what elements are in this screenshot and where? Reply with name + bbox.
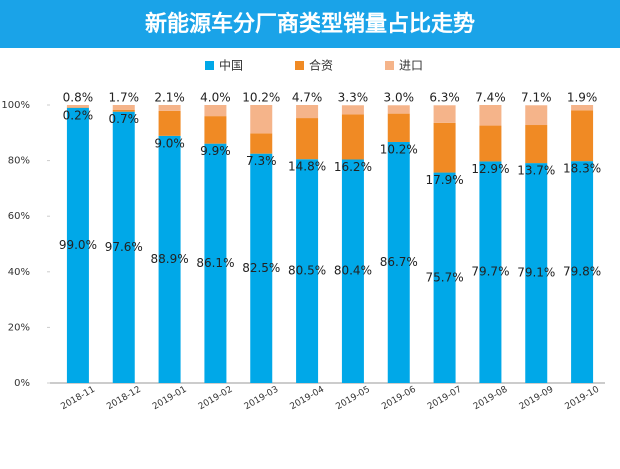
bar-segment [571, 105, 594, 111]
value-label: 6.3% [429, 91, 460, 105]
bar-segment [66, 105, 89, 108]
y-tick-label: 40% [8, 267, 30, 278]
bar-segment [112, 105, 135, 110]
y-tick-label: 20% [8, 322, 30, 333]
bar-segment [387, 113, 410, 142]
bar-segment [433, 172, 456, 383]
value-label: 97.6% [105, 240, 143, 254]
bar-segment [158, 110, 181, 136]
value-label: 16.2% [334, 160, 372, 174]
value-label: 86.1% [196, 256, 234, 270]
bar-segment [387, 141, 410, 383]
legend-swatch [205, 61, 214, 70]
value-label: 9.0% [154, 136, 185, 150]
bar-segment [296, 118, 319, 160]
x-tick-label: 2019-01 [151, 385, 189, 412]
bar-segment [158, 105, 181, 111]
legend-label: 合资 [309, 58, 333, 73]
value-label: 4.0% [200, 91, 231, 105]
x-tick-label: 2019-04 [289, 385, 327, 413]
bar-segment [525, 105, 548, 126]
bar-segment [204, 116, 227, 144]
value-label: 7.4% [475, 91, 506, 105]
bar-segment [479, 105, 502, 126]
value-label: 80.4% [334, 264, 372, 278]
bar-segment [479, 161, 502, 383]
x-tick-label: 2019-03 [243, 385, 281, 412]
title-banner [0, 0, 620, 48]
value-label: 0.2% [63, 108, 94, 122]
value-label: 7.1% [521, 91, 552, 105]
bar-segment [479, 125, 502, 162]
value-label: 80.5% [288, 264, 326, 278]
x-tick-label: 2019-02 [197, 385, 235, 412]
value-label: 7.3% [246, 154, 277, 168]
chart-title: 新能源车分厂商类型销量占比走势 [145, 11, 475, 37]
bar-segment [66, 107, 89, 383]
legend-label: 进口 [399, 59, 423, 73]
bar-segment [525, 163, 548, 383]
value-label: 88.9% [151, 252, 189, 266]
bar-segment [341, 159, 364, 383]
x-tick-label: 2018-12 [105, 385, 143, 412]
bar-segment [112, 111, 135, 383]
value-label: 12.9% [471, 162, 509, 176]
value-label: 79.7% [471, 265, 509, 279]
bar-segment [571, 110, 594, 162]
bar-segment [158, 135, 181, 383]
bar-segment [341, 114, 364, 160]
value-label: 10.2% [380, 142, 418, 156]
bar-segment [250, 105, 273, 134]
value-label: 99.0% [59, 238, 97, 252]
value-label: 18.3% [563, 162, 601, 176]
value-label: 3.0% [384, 91, 415, 105]
y-tick-label: 0% [14, 378, 30, 389]
x-tick-label: 2018-11 [59, 385, 97, 412]
value-label: 3.3% [338, 91, 369, 105]
bar-segment [341, 105, 364, 115]
x-tick-label: 2019-10 [564, 385, 602, 413]
bar-segment [433, 122, 456, 173]
value-label: 0.8% [63, 91, 94, 105]
value-label: 1.9% [567, 91, 598, 105]
x-tick-label: 2019-05 [334, 385, 372, 412]
x-tick-label: 2019-06 [380, 385, 418, 413]
bar-segment [387, 105, 410, 114]
bar-segment [296, 105, 319, 119]
value-label: 17.9% [426, 173, 464, 187]
bar-segment [296, 159, 319, 383]
bar-segment [250, 153, 273, 383]
y-tick-label: 60% [8, 211, 30, 222]
value-label: 75.7% [426, 270, 464, 284]
value-label: 82.5% [242, 261, 280, 275]
bar-segment [571, 161, 594, 383]
value-label: 9.9% [200, 144, 231, 158]
value-label: 13.7% [517, 164, 555, 178]
bar-segment [204, 105, 227, 117]
bar-segment [525, 125, 548, 164]
value-label: 1.7% [109, 91, 140, 105]
bar-segment [250, 133, 273, 154]
value-label: 79.1% [517, 266, 555, 280]
value-label: 10.2% [242, 91, 280, 105]
bar-segment [66, 107, 89, 108]
value-label: 86.7% [380, 255, 418, 269]
bar-segment [204, 143, 227, 383]
bar-segment [433, 105, 456, 123]
y-tick-label: 80% [8, 156, 30, 167]
value-label: 79.8% [563, 265, 601, 279]
x-tick-label: 2019-09 [518, 385, 556, 413]
x-tick-label: 2019-08 [472, 385, 510, 413]
value-label: 4.7% [292, 91, 323, 105]
y-tick-label: 100% [1, 100, 30, 111]
value-label: 14.8% [288, 160, 326, 174]
bar-segment [112, 109, 135, 112]
legend-swatch [385, 61, 394, 70]
legend-swatch [295, 61, 304, 70]
x-tick-label: 2019-07 [426, 385, 464, 412]
legend-label: 中国 [219, 58, 243, 73]
value-label: 0.7% [109, 112, 140, 126]
value-label: 2.1% [154, 91, 185, 105]
